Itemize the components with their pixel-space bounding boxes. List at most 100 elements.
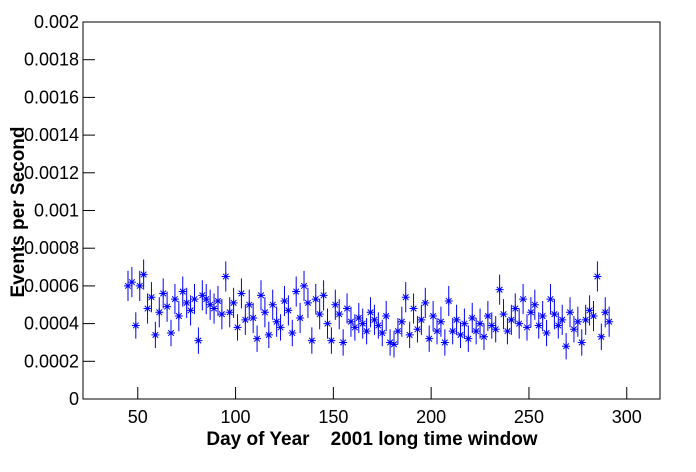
point [456,330,465,339]
point [601,308,610,317]
y-tick-label: 0 [69,389,79,409]
point [237,289,246,298]
point [503,327,512,336]
point [597,332,606,341]
y-tick-label: 0.0002 [24,351,79,371]
point [213,296,222,305]
point [210,304,219,313]
point [507,315,516,324]
point [331,300,340,309]
y-axis-label: Events per Second [8,126,29,297]
point [198,291,207,300]
point [378,329,387,338]
y-tick-label: 0.0016 [24,87,79,107]
point [460,319,469,328]
point [296,313,305,322]
point [159,289,168,298]
point [569,325,578,334]
point [374,321,383,330]
point [303,298,312,307]
point [386,338,395,347]
point [550,310,559,319]
point [135,281,144,290]
point [436,317,445,326]
y-tick-label: 0.0008 [24,238,79,258]
point [335,310,344,319]
point [343,304,352,313]
point [307,336,316,345]
point [433,327,442,336]
point [139,270,148,279]
point [538,312,547,321]
point [319,291,328,300]
point [174,312,183,321]
point [530,300,539,309]
point [581,315,590,324]
y-tick-label: 0.0004 [24,314,79,334]
point [511,304,520,313]
point [358,319,367,328]
point [202,295,211,304]
point [401,293,410,302]
x-tick-label: 250 [514,407,544,427]
x-tick-label: 300 [612,407,642,427]
point [413,325,422,334]
point [131,321,140,330]
point [288,329,297,338]
point [366,308,375,317]
y-tick-label: 0.0018 [24,50,79,70]
point [487,321,496,330]
point [409,304,418,313]
point [241,315,250,324]
point [495,285,504,294]
point [260,308,269,317]
point [448,327,457,336]
point [311,295,320,304]
point [272,317,281,326]
point [178,287,187,296]
point [327,336,336,345]
point [354,313,363,322]
point [170,295,179,304]
point [284,306,293,315]
y-tick-label: 0.0012 [24,163,79,183]
point [444,296,453,305]
point [562,342,571,351]
point [440,338,449,347]
point [554,321,563,330]
point [382,312,391,321]
point [472,327,481,336]
point [519,295,528,304]
point [186,306,195,315]
x-tick-label: 100 [221,407,251,427]
point [249,313,258,322]
point [253,334,262,343]
point [245,300,254,309]
point [229,298,238,307]
point [542,329,551,338]
point [526,308,535,317]
point [605,317,614,326]
point [589,312,598,321]
point [233,323,242,332]
point [315,310,324,319]
point [476,319,485,328]
point [452,315,461,324]
x-axis-label: Day of Year 2001 long time window [206,429,537,450]
point [522,323,531,332]
point [397,317,406,326]
point [417,315,426,324]
point [425,334,434,343]
x-tick-label: 50 [128,407,148,427]
point [280,296,289,305]
point [534,321,543,330]
point [225,308,234,317]
point [573,317,582,326]
point [429,312,438,321]
point [264,330,273,339]
point [206,300,215,309]
point [479,332,488,341]
point [558,315,567,324]
point [300,281,309,290]
point [593,272,602,281]
